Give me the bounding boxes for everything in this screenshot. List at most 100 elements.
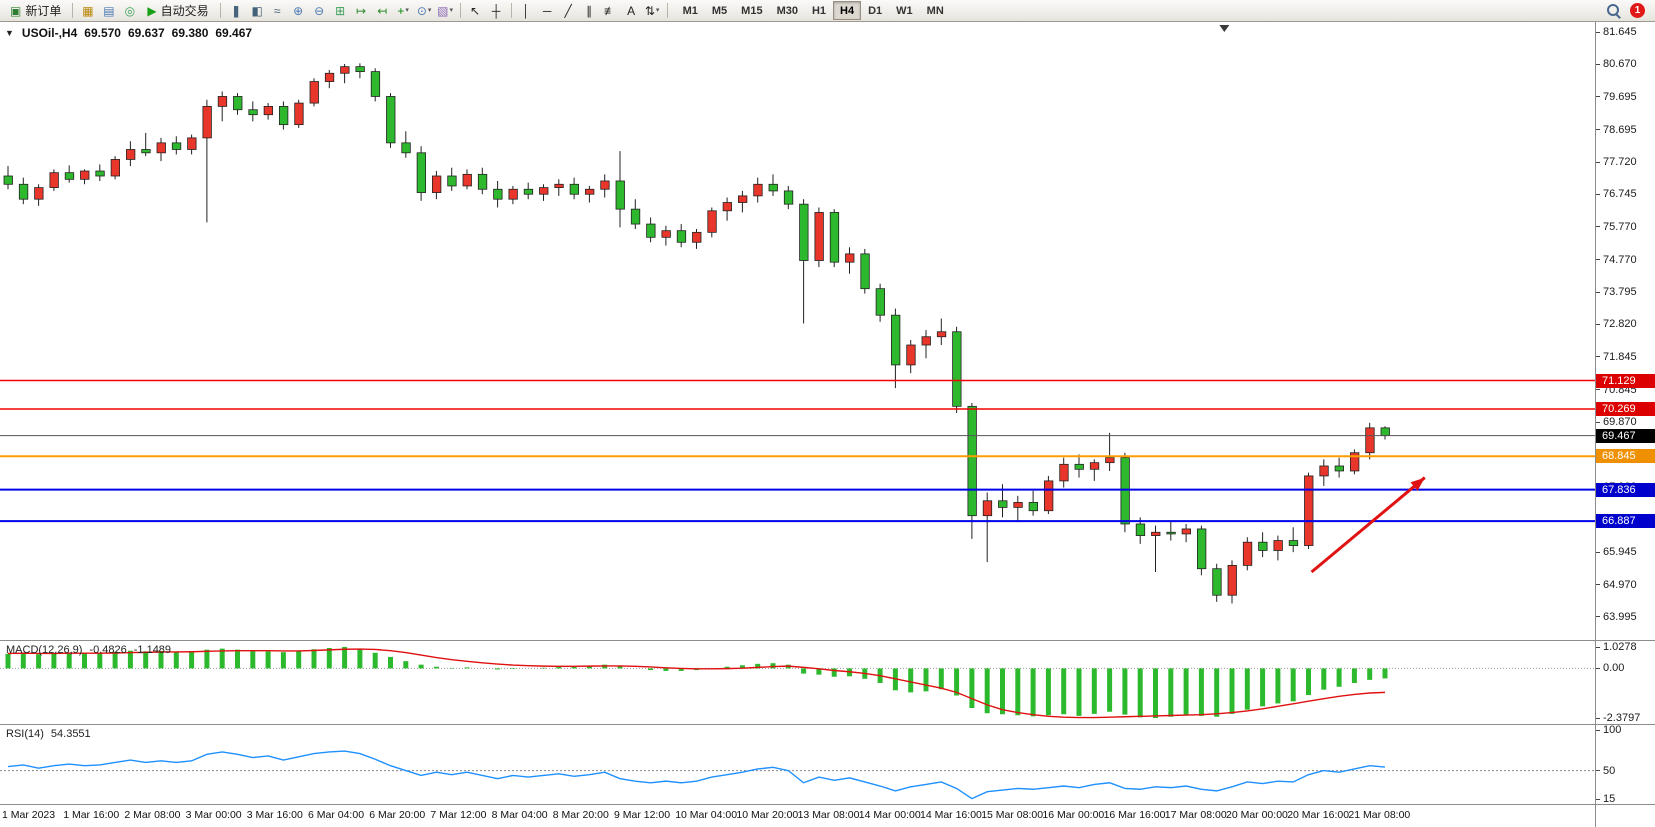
main-chart-panel[interactable]: ▼ USOil-,H4 69.570 69.637 69.380 69.467 [0,22,1595,641]
timeframe-m1-button[interactable]: M1 [676,1,705,20]
dropdown-arrow-icon[interactable]: ▾ [427,7,432,14]
line-chart-icon[interactable]: ≈ [273,3,281,18]
timeframe-h1-button[interactable]: H1 [805,1,833,20]
timeframe-m30-button[interactable]: M30 [770,1,805,20]
candle-up [906,344,916,366]
toolbar-separator [219,3,221,18]
time-label: 3 Mar 16:00 [246,809,303,821]
scale-tick-label: 50 [1596,765,1615,777]
bar-chart-icon[interactable]: ||| [233,3,239,18]
candle-up [982,500,993,517]
scale-tick-label: 0.00 [1596,662,1624,674]
rsi-chart-svg[interactable] [0,725,1595,804]
candle-down [1135,523,1146,536]
strategy-tester-icon[interactable]: ◎ [124,3,136,18]
candle-down [1380,427,1390,436]
candle-up [1044,480,1054,512]
timeframe-mn-button[interactable]: MN [920,1,951,20]
price-tag: 69.467 [1596,428,1655,443]
rsi-panel[interactable]: RSI(14) 54.3551 [0,725,1595,805]
crosshair-icon[interactable]: ┼ [491,3,501,18]
macd-value: -0.4826 [89,644,127,656]
candle-down [401,142,411,154]
candle-up [554,183,564,189]
chart-shift-marker[interactable] [1219,25,1230,32]
rsi-scale[interactable]: 100 50 15 [1595,725,1655,805]
scale-tick-label: 78.695 [1596,124,1637,136]
zoom-in-icon[interactable]: ⊕ [293,3,304,18]
search-icon[interactable] [1606,3,1621,18]
candle-up [921,336,931,346]
rsi-label: RSI(14) [6,728,44,740]
candlestick-chart-icon[interactable]: ▮▯ [251,3,263,18]
macd-chart-svg[interactable] [0,641,1595,724]
candle-down [493,188,503,200]
periods-icon[interactable]: ⊙ ▾ [416,3,432,18]
scale-tick-label: 1.0278 [1596,641,1637,653]
candle-down [18,183,29,200]
timeframe-w1-button[interactable]: W1 [889,1,920,20]
new-chart-icon[interactable]: ▦ [82,3,94,18]
zoom-out-icon[interactable]: ⊖ [314,3,325,18]
macd-signal-value: -1.1489 [133,644,172,656]
scale-tick-label: 80.670 [1596,58,1637,70]
candle-up [34,187,44,200]
price-tag: 66.887 [1596,514,1655,529]
dropdown-arrow-icon[interactable]: ▾ [449,7,454,14]
candle-down [370,71,381,97]
dropdown-arrow-icon[interactable]: ▾ [655,7,660,14]
arrow-object-head[interactable] [1410,477,1425,491]
templates-icon[interactable]: ▧ ▾ [437,3,454,18]
candle-up [324,72,335,82]
profiles-icon[interactable]: ▤ [103,3,115,18]
tile-windows-icon[interactable]: ⊞ [335,3,346,18]
auto-scroll-icon[interactable]: ↦ [356,3,367,18]
candle-down [646,223,656,238]
channel-icon[interactable]: ∥ [586,3,593,18]
scale-tick-label: 69.870 [1596,416,1637,428]
symbol-period-label: USOil-,H4 [21,26,78,40]
scale-tick-label: 73.795 [1596,286,1637,298]
candle-down [447,175,457,187]
candle-up [309,81,319,104]
candle-up [110,159,120,177]
candle-down [171,142,182,150]
horizontal-line-icon[interactable]: ─ [542,3,552,18]
dropdown-arrow-icon[interactable]: ▾ [405,7,409,14]
candle-down [952,331,962,407]
arrows-icon[interactable]: ⇅ ▾ [644,3,660,18]
vertical-line-icon[interactable]: │ [522,3,530,18]
timeframe-h4-button[interactable]: H4 [833,1,862,20]
trendline-icon[interactable]: ╱ [564,3,572,18]
timeframe-d1-button[interactable]: D1 [861,1,889,20]
one-click-trading-toggle[interactable]: ▼ [5,28,14,38]
scale-tick-label: 72.820 [1596,318,1637,330]
auto-trading-button[interactable]: ▶ 自动交易 [140,1,215,21]
arrow-object-line[interactable] [1310,476,1426,574]
notification-badge[interactable]: 1 [1630,3,1645,18]
time-label: 10 Mar 04:00 [675,809,738,821]
time-axis[interactable]: 1 Mar 2023 1 Mar 16:00 2 Mar 08:00 3 Mar 00… [0,805,1595,827]
candle-down [799,203,809,261]
timeframe-m15-button[interactable]: M15 [734,1,769,20]
candle-down [1334,465,1344,472]
indicators-icon[interactable]: + ▾ [397,3,409,18]
scale-tick-label: 15 [1596,793,1615,804]
rsi-header: RSI(14) 54.3551 [6,728,91,740]
candle-up [1350,452,1360,472]
chart-shift-icon[interactable]: ↤ [377,3,388,18]
price-scale[interactable]: 81.645 80.670 79.695 78.695 77.720 76.745 75.7… [1595,22,1655,641]
candle-up [722,202,732,212]
new-order-button[interactable]: ▣ 新订单 [3,1,68,21]
candle-down [233,96,243,111]
text-icon[interactable]: A [627,3,636,18]
macd-panel[interactable]: MACD(12,26,9) -0.4826 -1.1489 [0,641,1595,725]
candle-up [202,106,212,139]
timeframe-m5-button[interactable]: M5 [705,1,734,20]
cursor-icon[interactable]: ↖ [470,3,481,18]
macd-scale[interactable]: 1.0278 0.00 -2.3797 [1595,641,1655,725]
scale-tick-label: 74.770 [1596,254,1637,266]
fibonacci-icon[interactable]: ≢ [604,3,617,18]
main-chart-svg[interactable] [0,22,1595,640]
